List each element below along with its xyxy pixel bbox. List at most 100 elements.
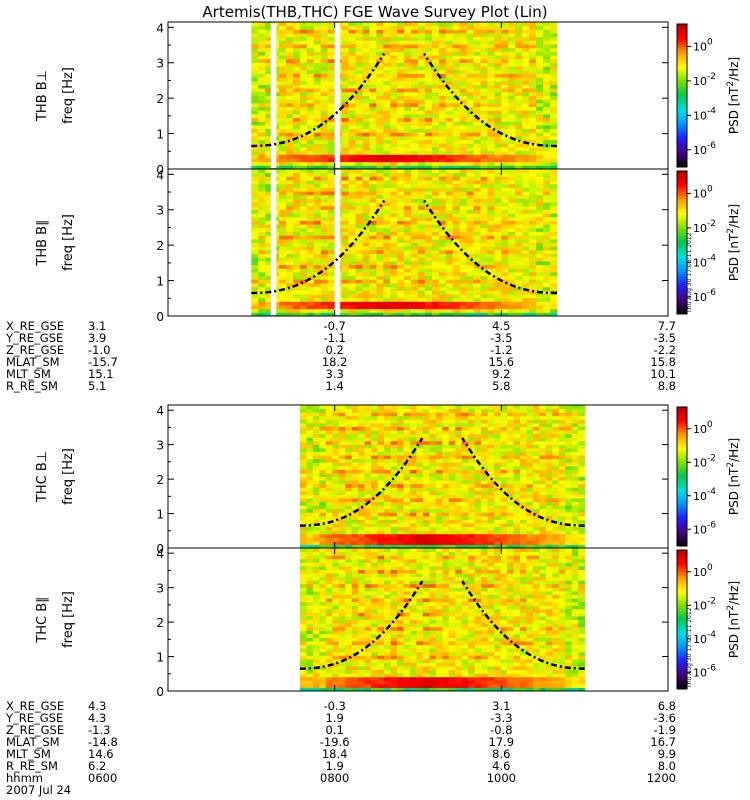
spectrogram-panel: 0 1 2 3 4 THB B⊥ freq [Hz] 100 10-2 10-4 10-6 PSD [… bbox=[35, 21, 741, 177]
ephemeris-value: -1.9 bbox=[654, 723, 676, 737]
y-tick-label: 2 bbox=[156, 616, 164, 630]
ephemeris-value: -1.2 bbox=[490, 343, 512, 357]
ephemeris-value: 0.2 bbox=[326, 343, 344, 357]
colorbar-tick-label: 100 bbox=[693, 563, 713, 579]
ephemeris-table: X_RE_GSE 3.1 -0.7 4.5 7.7 Y_RE_GSE 3.9 -1.1 -3.5… bbox=[5, 319, 676, 393]
ephemeris-value: 15.6 bbox=[489, 355, 515, 369]
ephemeris-value: 18.2 bbox=[322, 355, 348, 369]
colorbar-label: PSD [nT2/Hz] bbox=[726, 204, 741, 281]
spectrogram-cells bbox=[299, 405, 586, 549]
curve-left bbox=[251, 52, 386, 148]
cyclotron-curves bbox=[299, 437, 585, 527]
colorbar-tick-label: 10-6 bbox=[693, 288, 716, 304]
ephemeris-row-name: X_RE_GSE bbox=[6, 319, 64, 333]
colorbar-scale bbox=[676, 549, 688, 690]
colorbar-tick-label: 10-4 bbox=[693, 253, 716, 269]
y-tick-label: 4 bbox=[156, 21, 164, 35]
y-tick-label: 0 bbox=[156, 685, 164, 699]
colorbar-tick-label: 10-2 bbox=[693, 453, 716, 469]
ephemeris-value: 8.0 bbox=[658, 759, 676, 773]
ephemeris-value: -3.6 bbox=[654, 711, 676, 725]
ephemeris-value: 1.9 bbox=[326, 759, 344, 773]
y-tick-label: 3 bbox=[156, 439, 164, 453]
ephemeris-value: 4.3 bbox=[88, 711, 106, 725]
colorbar-scale bbox=[676, 170, 688, 315]
ephemeris-row-name: X_RE_GSE bbox=[6, 699, 64, 713]
ephemeris-row-name: Y_RE_GSE bbox=[5, 331, 63, 345]
ephemeris-value: 3.3 bbox=[326, 367, 344, 381]
ephemeris-value: -1.1 bbox=[323, 331, 345, 345]
spectrogram-cells bbox=[251, 22, 558, 170]
ephemeris-value: 6.2 bbox=[88, 759, 106, 773]
y-tick-label: 1 bbox=[156, 651, 164, 665]
colorbar-tick-label: 100 bbox=[693, 37, 713, 53]
y-tick-label: 3 bbox=[156, 582, 164, 596]
colorbar-tick-label: 100 bbox=[693, 184, 713, 200]
ephemeris-value: -19.6 bbox=[320, 735, 350, 749]
ephemeris-value: -3.5 bbox=[654, 331, 676, 345]
freq-unit-label: freq [Hz] bbox=[61, 67, 76, 124]
panel-ylabel: THC B⊥ bbox=[35, 451, 50, 503]
colorbar-tick-label: 10-4 bbox=[693, 630, 716, 646]
cyclotron-curves bbox=[299, 580, 585, 670]
colorbar-tick-label: 10-6 bbox=[693, 663, 716, 679]
ephemeris-value: -0.8 bbox=[490, 723, 512, 737]
ephemeris-value: 17.9 bbox=[489, 735, 515, 749]
ephemeris-value: 0.1 bbox=[326, 723, 344, 737]
colorbar: 100 10-2 10-4 10-6 PSD [nT2/Hz] bbox=[676, 549, 741, 690]
ephemeris-value: 3.1 bbox=[88, 319, 106, 333]
colorbar-tick-label: 10-2 bbox=[693, 596, 716, 612]
y-tick-label: 4 bbox=[156, 404, 164, 418]
ephemeris-value: 4.6 bbox=[492, 759, 510, 773]
data-gap bbox=[334, 170, 341, 315]
colorbar-label: PSD [nT2/Hz] bbox=[726, 581, 741, 658]
ephemeris-tables: X_RE_GSE 3.1 -0.7 4.5 7.7 Y_RE_GSE 3.9 -1.1 -3.5… bbox=[5, 319, 676, 797]
spectrogram-cells bbox=[251, 169, 558, 317]
curve-left bbox=[251, 199, 386, 295]
spectrogram-panels: 0 1 2 3 4 THB B⊥ freq [Hz] 100 10-2 10-4 10-6 PSD [… bbox=[35, 21, 741, 699]
y-tick-label: 3 bbox=[156, 204, 164, 218]
curve-right bbox=[423, 52, 557, 148]
curve-left bbox=[299, 580, 424, 670]
y-tick-label: 0 bbox=[156, 542, 164, 556]
y-tick-label: 0 bbox=[156, 310, 164, 324]
ephemeris-value: 9.2 bbox=[492, 367, 510, 381]
colorbar-tick-label: 100 bbox=[693, 420, 713, 436]
y-tick-label: 2 bbox=[156, 239, 164, 253]
ephemeris-value: 8.8 bbox=[658, 379, 676, 393]
colorbar-tick-label: 10-6 bbox=[693, 141, 716, 157]
ephemeris-value: 5.1 bbox=[88, 379, 106, 393]
data-gap bbox=[270, 170, 277, 315]
ephemeris-value: 8.6 bbox=[492, 747, 510, 761]
ephemeris-value: -3.5 bbox=[490, 331, 512, 345]
data-gap bbox=[270, 23, 277, 168]
ephemeris-row-name: MLAT_SM bbox=[6, 355, 60, 369]
colorbar-tick-label: 10-4 bbox=[693, 487, 716, 503]
creation-stamp: Thu Aug 30 17:05:11 2012 bbox=[686, 607, 693, 689]
ephemeris-value: -1.3 bbox=[88, 723, 110, 737]
ephemeris-value: 3.1 bbox=[492, 699, 510, 713]
ephemeris-value: 15.8 bbox=[650, 355, 676, 369]
ephemeris-value: 4.3 bbox=[88, 699, 106, 713]
panel-ylabel: THB B⊥ bbox=[35, 70, 50, 122]
spectrogram-panel: 0 1 2 3 4 THB B∥ freq [Hz] 100 10-2 10-4 10-6 PSD [… bbox=[35, 168, 741, 324]
y-tick-label: 4 bbox=[156, 168, 164, 182]
data-gap bbox=[334, 23, 341, 168]
y-tick-label: 0 bbox=[156, 163, 164, 177]
y-tick-label: 2 bbox=[156, 473, 164, 487]
ephemeris-value: 15.1 bbox=[88, 367, 114, 381]
ephemeris-row-name: MLT_SM bbox=[6, 367, 51, 381]
ephemeris-value: -0.3 bbox=[323, 699, 345, 713]
ephemeris-value: -14.8 bbox=[88, 735, 118, 749]
spectrogram-cells bbox=[299, 548, 586, 692]
ephemeris-value: 10.1 bbox=[650, 367, 676, 381]
ephemeris-row-name: MLAT_SM bbox=[6, 735, 60, 749]
ephemeris-value: 16.7 bbox=[650, 735, 676, 749]
plot-title: Artemis(THB,THC) FGE Wave Survey Plot (L… bbox=[202, 3, 547, 21]
spectrogram-panel: 0 1 2 3 4 THC B∥ freq [Hz] 100 10-2 10-4 10-6 PSD [… bbox=[35, 547, 741, 699]
cyclotron-curves bbox=[251, 199, 557, 295]
colorbar-tick-label: 10-2 bbox=[693, 72, 716, 88]
y-tick-label: 4 bbox=[156, 547, 164, 561]
ephemeris-row-name: Y_RE_GSE bbox=[5, 711, 63, 725]
x-tick-label: 1000 bbox=[487, 771, 516, 785]
